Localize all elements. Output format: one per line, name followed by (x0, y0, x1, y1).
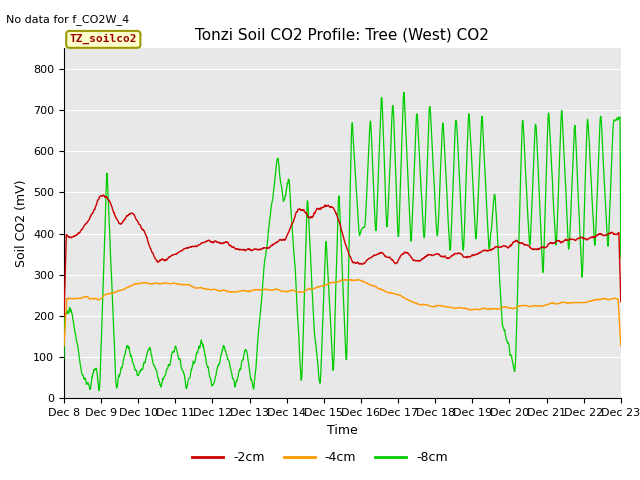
X-axis label: Time: Time (327, 424, 358, 437)
Text: TZ_soilco2: TZ_soilco2 (70, 34, 137, 45)
Text: No data for f_CO2W_4: No data for f_CO2W_4 (6, 14, 130, 25)
Y-axis label: Soil CO2 (mV): Soil CO2 (mV) (15, 180, 28, 267)
Title: Tonzi Soil CO2 Profile: Tree (West) CO2: Tonzi Soil CO2 Profile: Tree (West) CO2 (195, 28, 490, 43)
Legend: -2cm, -4cm, -8cm: -2cm, -4cm, -8cm (187, 446, 453, 469)
